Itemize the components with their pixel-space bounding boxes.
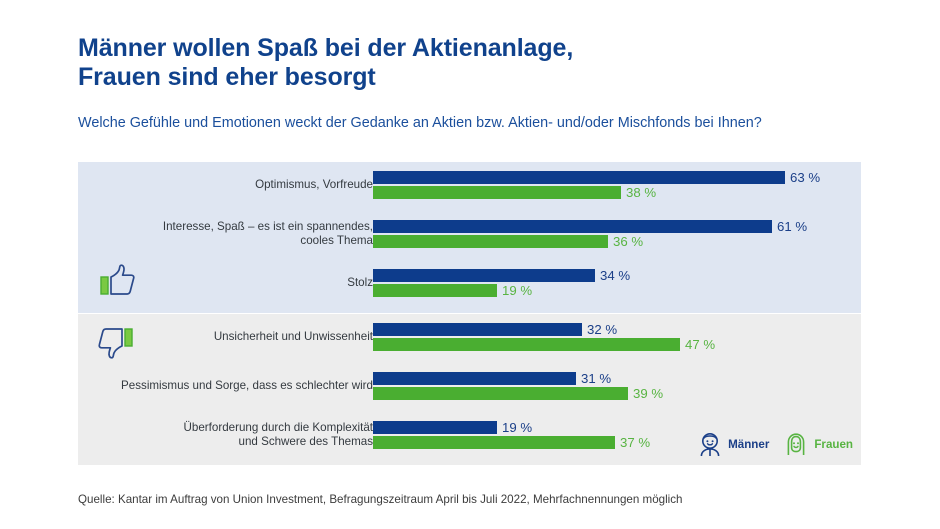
table-row: Stolz 34 % 19 % xyxy=(78,268,861,298)
bar-value-men: 31 % xyxy=(581,371,612,386)
bar-men xyxy=(373,421,497,434)
bar-group-men: 31 % xyxy=(373,372,611,385)
bar-group-women: 39 % xyxy=(373,387,663,400)
bar-group-women: 36 % xyxy=(373,235,643,248)
bar-group-men: 19 % xyxy=(373,421,532,434)
source-note: Quelle: Kantar im Auftrag von Union Inve… xyxy=(78,493,683,506)
male-face-icon xyxy=(697,431,723,457)
panel-negative-emotions: Unsicherheit und Unwissenheit 32 % 47 % … xyxy=(78,314,861,465)
bar-group-men: 61 % xyxy=(373,220,807,233)
row-bars: 61 % 36 % xyxy=(373,219,861,249)
rows-negative: Unsicherheit und Unwissenheit 32 % 47 % … xyxy=(78,314,861,465)
bar-group-women: 38 % xyxy=(373,186,656,199)
row-label: Optimismus, Vorfreude xyxy=(255,178,373,191)
table-row: Unsicherheit und Unwissenheit 32 % 47 % xyxy=(78,322,861,352)
legend-item-women: Frauen xyxy=(783,431,853,457)
bar-women xyxy=(373,284,497,297)
row-label: Unsicherheit und Unwissenheit xyxy=(213,330,373,343)
chart-subtitle: Welche Gefühle und Emotionen weckt der G… xyxy=(78,115,762,131)
table-row: Interesse, Spaß – es ist ein spannendes,… xyxy=(78,219,861,249)
row-bars: 63 % 38 % xyxy=(373,170,861,200)
bar-group-women: 19 % xyxy=(373,284,532,297)
thumbs-down-icon xyxy=(98,324,138,362)
legend-label-men: Männer xyxy=(728,437,770,451)
bar-value-men: 19 % xyxy=(502,420,533,435)
bar-group-men: 34 % xyxy=(373,269,630,282)
bar-women xyxy=(373,387,628,400)
bar-women xyxy=(373,235,608,248)
bar-value-women: 36 % xyxy=(613,234,644,249)
table-row: Optimismus, Vorfreude 63 % 38 % xyxy=(78,170,861,200)
row-bars: 32 % 47 % xyxy=(373,322,861,352)
bar-value-men: 34 % xyxy=(600,268,631,283)
bar-value-women: 38 % xyxy=(626,185,657,200)
panel-positive-emotions: Optimismus, Vorfreude 63 % 38 % Interess… xyxy=(78,162,861,313)
row-bars: 34 % 19 % xyxy=(373,268,861,298)
bar-men xyxy=(373,372,576,385)
bar-men xyxy=(373,171,785,184)
bar-men xyxy=(373,323,582,336)
row-label: Überforderung durch die Komplexität und … xyxy=(183,421,373,448)
table-row: Überforderung durch die Komplexität und … xyxy=(78,420,861,450)
bar-group-men: 63 % xyxy=(373,171,820,184)
row-bars: 31 % 39 % xyxy=(373,371,861,401)
bar-value-women: 37 % xyxy=(620,435,651,450)
title-block: Männer wollen Spaß bei der Aktienanlage,… xyxy=(78,34,878,92)
page-title: Männer wollen Spaß bei der Aktienanlage,… xyxy=(78,34,574,91)
bar-women xyxy=(373,186,621,199)
bar-value-women: 19 % xyxy=(502,283,533,298)
row-label: Stolz xyxy=(347,276,373,289)
bar-group-women: 47 % xyxy=(373,338,715,351)
rows-positive: Optimismus, Vorfreude 63 % 38 % Interess… xyxy=(78,162,861,313)
bar-women xyxy=(373,436,615,449)
legend-label-women: Frauen xyxy=(814,437,853,451)
female-face-icon xyxy=(783,431,809,457)
bar-women xyxy=(373,338,680,351)
chart-legend: Männer Frauen xyxy=(697,431,853,457)
bar-group-men: 32 % xyxy=(373,323,617,336)
bar-group-women: 37 % xyxy=(373,436,650,449)
bar-value-men: 63 % xyxy=(790,170,821,185)
table-row: Pessimismus und Sorge, dass es schlechte… xyxy=(78,371,861,401)
bar-value-men: 32 % xyxy=(587,322,618,337)
bar-value-women: 47 % xyxy=(685,337,716,352)
bar-men xyxy=(373,269,595,282)
row-label: Pessimismus und Sorge, dass es schlechte… xyxy=(121,379,373,392)
row-label: Interesse, Spaß – es ist ein spannendes,… xyxy=(162,220,373,247)
legend-item-men: Männer xyxy=(697,431,769,457)
bar-value-women: 39 % xyxy=(633,386,664,401)
bar-men xyxy=(373,220,772,233)
row-bars: 19 % 37 % xyxy=(373,420,861,450)
bar-value-men: 61 % xyxy=(777,219,808,234)
thumbs-up-icon xyxy=(98,262,138,300)
